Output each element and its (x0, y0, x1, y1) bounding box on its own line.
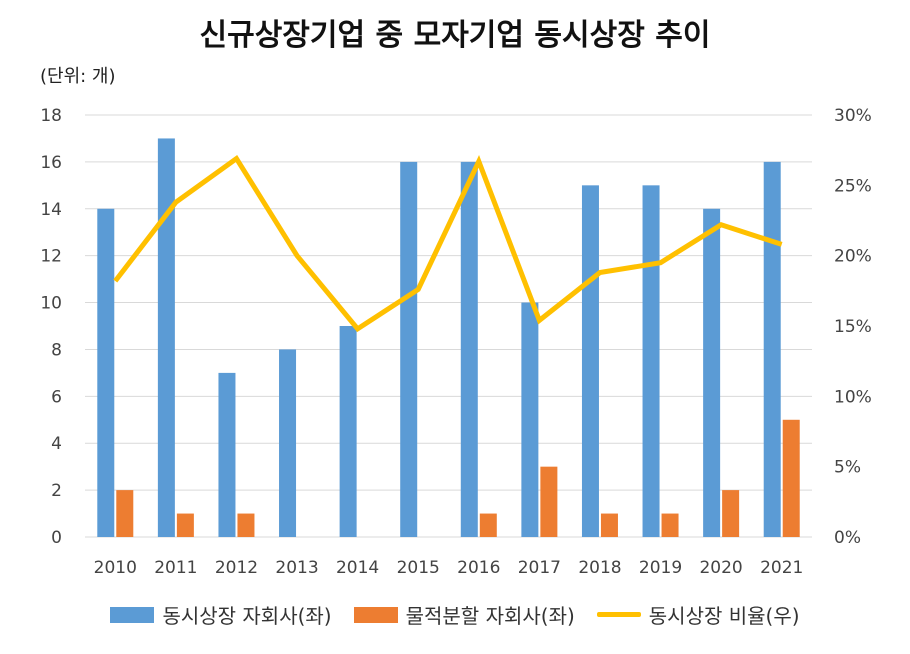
x-tick-label: 2017 (518, 558, 561, 578)
bar-simultaneous (400, 161, 418, 537)
chart-legend: 동시상장 자회사(좌) 물적분할 자회사(좌) 동시상장 비율(우) (0, 600, 910, 629)
chart-title: 신규상장기업 중 모자기업 동시상장 추이 (199, 18, 711, 53)
y-left-tick-label: 16 (40, 153, 62, 173)
bar-simultaneous (97, 208, 115, 537)
bar-split (722, 490, 740, 537)
bar-simultaneous (642, 185, 660, 538)
y-left-tick-label: 0 (51, 528, 62, 548)
y-left-tick-label: 12 (40, 247, 62, 267)
y-right-tick-label: 25% (834, 176, 872, 196)
y-right-tick-label: 5% (834, 458, 861, 478)
bar-split (782, 419, 800, 537)
y-left-tick-label: 10 (40, 294, 62, 314)
bar-split (661, 513, 679, 537)
legend-swatch-simultaneous (110, 606, 155, 623)
legend-item-simultaneous: 동시상장 자회사(좌) (110, 600, 332, 629)
x-tick-label: 2015 (397, 558, 440, 578)
x-tick-label: 2010 (94, 558, 137, 578)
legend-label-split: 물적분할 자회사(좌) (405, 604, 575, 628)
y-right-tick-label: 10% (834, 387, 872, 407)
bar-simultaneous (279, 349, 297, 537)
bar-simultaneous (218, 372, 236, 537)
y-left-tick-label: 4 (51, 434, 62, 454)
legend-item-ratio: 동시상장 비율(우) (596, 600, 800, 629)
bar-split (116, 490, 134, 537)
x-tick-label: 2021 (760, 558, 803, 578)
y-right-tick-label: 30% (834, 106, 872, 126)
bar-simultaneous (521, 302, 539, 537)
legend-label-simultaneous: 동시상장 자회사(좌) (162, 604, 332, 628)
y-right-tick-label: 0% (834, 528, 861, 548)
bar-simultaneous (763, 161, 781, 537)
y-left-tick-label: 2 (51, 481, 62, 501)
bar-simultaneous (460, 161, 478, 537)
legend-item-split: 물적분할 자회사(좌) (353, 600, 575, 629)
bar-split (479, 513, 497, 537)
x-tick-label: 2018 (578, 558, 621, 578)
unit-label: (단위: 개) (40, 66, 116, 87)
x-tick-label: 2013 (275, 558, 318, 578)
bar-simultaneous (703, 208, 721, 537)
y-left-tick-label: 6 (51, 387, 62, 407)
bar-split (237, 513, 255, 537)
line-ratio (113, 155, 783, 333)
bar-split (540, 466, 558, 537)
y-left-tick-label: 18 (40, 106, 62, 126)
chart-plot: 0 2 4 6 8 10 12 14 16 18 0% 5% 10% 15% 20% 25% 30% 2010 20… (40, 106, 872, 578)
x-tick-label: 2020 (699, 558, 742, 578)
y-left-tick-label: 8 (51, 340, 62, 360)
x-tick-label: 2016 (457, 558, 500, 578)
bar-simultaneous (581, 185, 599, 538)
x-tick-label: 2012 (215, 558, 258, 578)
x-tick-label: 2011 (154, 558, 197, 578)
x-tick-label: 2014 (336, 558, 379, 578)
legend-swatch-split (353, 606, 398, 623)
bar-split (176, 513, 194, 537)
legend-swatch-ratio (596, 612, 641, 617)
bar-simultaneous (339, 326, 357, 537)
x-tick-label: 2019 (639, 558, 682, 578)
y-left-tick-label: 14 (40, 200, 62, 220)
legend-label-ratio: 동시상장 비율(우) (648, 604, 800, 628)
y-right-tick-label: 20% (834, 247, 872, 267)
y-right-tick-label: 15% (834, 317, 872, 337)
bar-simultaneous (157, 138, 175, 537)
bar-split (600, 513, 618, 537)
